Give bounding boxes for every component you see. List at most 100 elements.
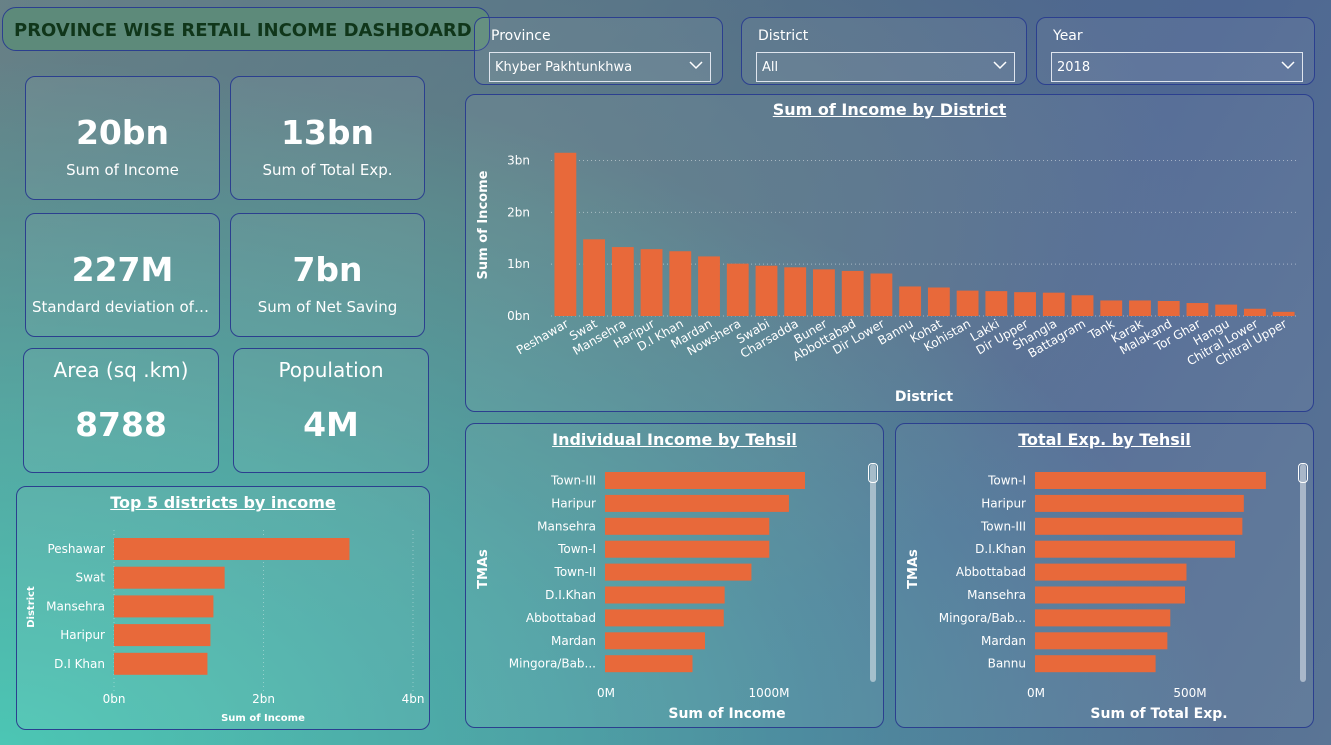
year-dropdown[interactable]: 2018 — [1051, 52, 1303, 82]
bar-peshawar[interactable] — [554, 152, 577, 316]
kpi-value: 20bn — [75, 113, 170, 152]
bar-battagram[interactable] — [1071, 295, 1094, 316]
bar-d-i-khan[interactable] — [605, 586, 725, 604]
bar-kohistan[interactable] — [956, 290, 979, 316]
y-tick-label: Mansehra — [967, 588, 1026, 602]
exp-by-tehsil-card: Total Exp. by Tehsil Town-I Haripur Town-I… — [895, 423, 1314, 728]
scrollbar-thumb[interactable] — [868, 463, 878, 483]
bar-town-i[interactable] — [1035, 472, 1266, 489]
chevron-down-icon[interactable] — [1280, 56, 1296, 72]
x-tick-label: 2bn — [252, 692, 275, 706]
income-by-district-chart[interactable]: 0bn1bn2bn3bnPeshawarSwatMansehraHaripurD… — [466, 95, 1315, 413]
bar-tor-ghar[interactable] — [1186, 303, 1209, 316]
scrollbar[interactable] — [1300, 464, 1306, 682]
bar-malakand[interactable] — [1157, 300, 1180, 316]
y-tick-label: Mansehra — [537, 519, 596, 533]
bar-town-iii[interactable] — [1035, 517, 1243, 535]
bar-haripur[interactable] — [1035, 494, 1244, 512]
y-tick-label: Town-III — [550, 474, 596, 488]
bar-hangu[interactable] — [1215, 304, 1238, 316]
district-slicer[interactable]: District All — [741, 17, 1027, 85]
bar-chitral-upper[interactable] — [1272, 311, 1295, 316]
x-tick-label: 4bn — [402, 692, 425, 706]
bar-mansehra[interactable] — [605, 517, 770, 535]
bar-shangla[interactable] — [1042, 292, 1065, 316]
bar-town-ii[interactable] — [605, 563, 752, 581]
x-tick-label: 0M — [597, 686, 615, 700]
year-slicer-label: Year — [1053, 28, 1083, 44]
bar-town-i[interactable] — [605, 540, 770, 558]
income-by-tehsil-chart[interactable]: Town-III Haripur Mansehra Town-I Town-II D.I.… — [466, 424, 885, 729]
income-by-tehsil-card: Individual Income by Tehsil Town-III Hari… — [465, 423, 884, 728]
kpi-card-area: Area (sq .km) 8788 — [23, 348, 219, 473]
y-tick-label: D.I.Khan — [545, 588, 596, 602]
bar-karak[interactable] — [1129, 300, 1151, 316]
chevron-down-icon[interactable] — [688, 56, 704, 72]
bar-bannu[interactable] — [1035, 655, 1156, 673]
bar-chitral-lower[interactable] — [1243, 308, 1266, 316]
x-tick-label: 0M — [1027, 686, 1045, 700]
chart-title: Top 5 districts by income — [110, 493, 336, 512]
bar-bannu[interactable] — [899, 286, 922, 316]
bar-d-i-khan[interactable] — [1035, 540, 1235, 558]
scrollbar[interactable] — [870, 464, 876, 682]
district-slicer-label: District — [758, 28, 809, 44]
bar-dir-upper[interactable] — [1014, 292, 1036, 316]
bar-haripur[interactable] — [640, 249, 663, 316]
y-tick-label: Mardan — [551, 634, 596, 648]
bar-swat[interactable] — [583, 239, 606, 316]
bar-d-i-khan[interactable] — [114, 652, 208, 675]
kpi-value: 7bn — [292, 250, 363, 289]
y-tick-label: Haripur — [981, 496, 1026, 510]
bar-dir-lower[interactable] — [870, 273, 893, 316]
kpi-card-population: Population 4M — [233, 348, 429, 473]
bar-mansehra[interactable] — [611, 247, 634, 316]
top5-chart-card: Top 5 districts by income Peshawar Swat Ma… — [16, 486, 430, 730]
bar-abbottabad[interactable] — [1035, 563, 1187, 581]
bar-abbottabad[interactable] — [605, 609, 724, 627]
y-tick-label: Town-I — [557, 542, 596, 556]
bar-mardan[interactable] — [605, 632, 705, 650]
y-axis-label: Sum of Income — [476, 170, 491, 279]
bar-mansehra[interactable] — [114, 595, 214, 618]
bar-swabi[interactable] — [755, 265, 778, 316]
bar-mingora-bab-[interactable] — [605, 655, 693, 673]
bar-haripur[interactable] — [114, 624, 211, 647]
exp-by-tehsil-chart[interactable]: Town-I Haripur Town-III D.I.Khan Abbottabad M… — [896, 424, 1315, 729]
chevron-down-icon[interactable] — [992, 56, 1008, 72]
x-axis-label: Sum of Income — [668, 706, 785, 722]
kpi-label: Standard deviation of ... — [32, 298, 213, 316]
bar-charsadda[interactable] — [784, 267, 807, 316]
bar-tank[interactable] — [1100, 300, 1123, 316]
chart-title: Individual Income by Tehsil — [552, 430, 797, 449]
province-dropdown-value: Khyber Pakhtunkhwa — [495, 60, 633, 75]
bar-mingora-bab-[interactable] — [1035, 609, 1171, 627]
bar-lakki[interactable] — [985, 291, 1008, 316]
bar-mansehra[interactable] — [1035, 586, 1185, 604]
y-tick-label: 2bn — [507, 205, 530, 219]
bar-mardan[interactable] — [1035, 632, 1168, 650]
bar-town-iii[interactable] — [605, 472, 805, 489]
chart-title: Sum of Income by District — [772, 100, 1007, 119]
bar-swat[interactable] — [114, 566, 225, 589]
bar-haripur[interactable] — [605, 494, 789, 512]
bar-kohat[interactable] — [927, 287, 950, 317]
scrollbar-thumb[interactable] — [1298, 463, 1308, 483]
kpi-label: Population — [278, 358, 384, 382]
bar-buner[interactable] — [813, 269, 835, 316]
y-tick-label: Mingora/Bab... — [509, 657, 596, 671]
year-dropdown-value: 2018 — [1057, 60, 1091, 75]
bar-mardan[interactable] — [698, 256, 720, 316]
province-dropdown[interactable]: Khyber Pakhtunkhwa — [489, 52, 711, 82]
kpi-value: 227M — [71, 250, 174, 289]
bar-nowshera[interactable] — [726, 263, 749, 316]
bar-abbottabad[interactable] — [841, 270, 864, 316]
bar-peshawar[interactable] — [114, 538, 350, 560]
district-dropdown[interactable]: All — [756, 52, 1015, 82]
bar-d-i-khan[interactable] — [669, 251, 692, 316]
income-by-district-card: Sum of Income by District 0bn 1bn 2bn 3bn Pe… — [465, 94, 1314, 412]
province-slicer[interactable]: Province Khyber Pakhtunkhwa — [474, 17, 723, 85]
top5-chart[interactable]: Peshawar Swat Mansehra Haripur D.I Khan 0bn 2b… — [17, 487, 431, 731]
year-slicer[interactable]: Year 2018 — [1036, 17, 1315, 85]
x-tick-label: 1000M — [749, 686, 790, 700]
